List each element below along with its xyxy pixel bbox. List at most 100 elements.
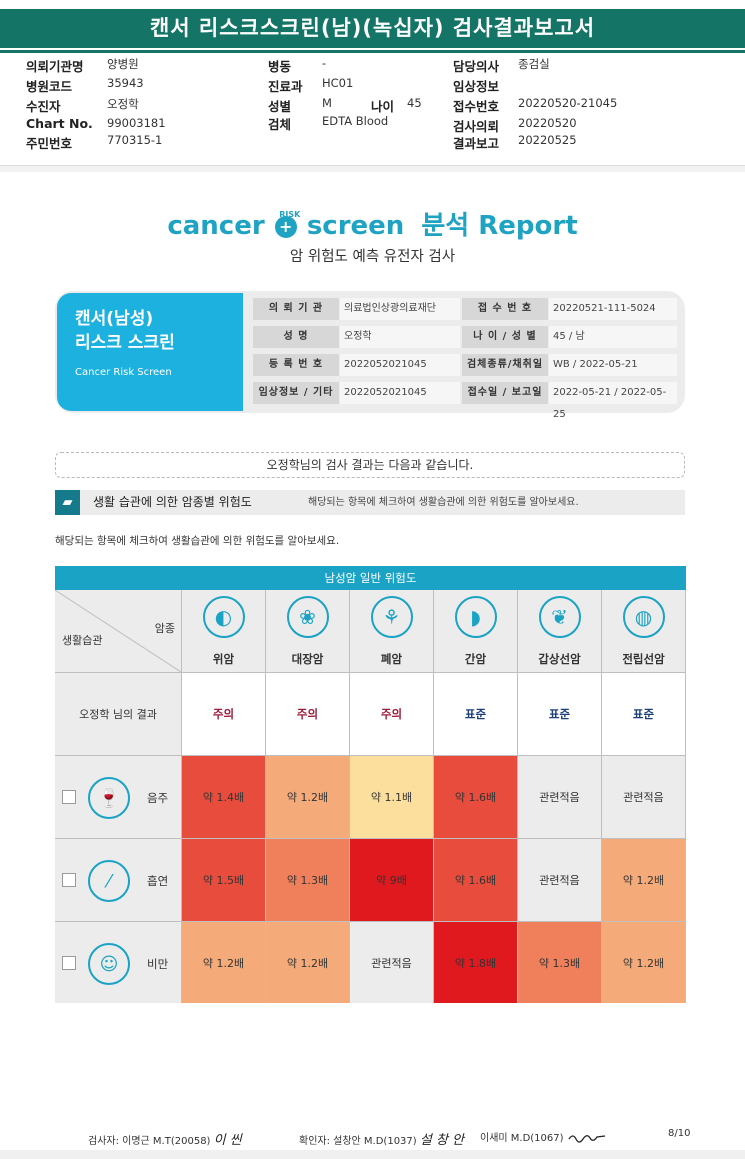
title-underline [0,50,745,53]
obesity-icon: ☺ [88,943,130,985]
cancer-name: 대장암 [291,651,324,666]
result-status: 표준 [632,707,655,721]
risk-value: 약 1.5배 [202,874,245,887]
cancer-header-prostate: ◍ 전립선암 [602,590,685,672]
card-value: 20220521-111-5024 [549,298,677,320]
risk-cell: 약 1.2배 [182,922,265,1003]
page-number: 8/10 [668,1128,691,1139]
doctor-label: 이새미 M.D(1067) [480,1133,564,1144]
risk-value: 약 1.2배 [622,956,665,970]
colon-icon: ❀ [286,595,329,638]
risk-cell: 약 9배 [350,839,433,921]
info-value: 종검실 [518,57,550,71]
result-cell: 주의 [350,673,433,755]
drinking-icon: 🍷 [88,777,130,819]
habit-row-drinking: 🍷 음주 [55,756,181,838]
info-value: 양병원 [107,57,139,71]
habit-row-obesity: ☺ 비만 [55,922,181,1003]
risk-value: 관련적음 [371,956,412,970]
cancer-name: 갑상선암 [538,651,581,666]
habit-checkbox[interactable] [62,873,76,887]
logo-cancer: cancer [167,211,265,241]
cancer-screen-logo: cancer + RISK screen 분석 Report [0,205,745,242]
risk-cell: 약 1.4배 [182,756,265,838]
info-label-text: Chart No. [26,116,93,131]
cancer-header-stomach: ◐ 위암 [182,590,265,672]
result-status: 표준 [548,707,571,721]
cancer-header-liver: ◗ 간암 [434,590,517,672]
card-title-panel: 캔서(남성) 리스크 스크린 Cancer Risk Screen [57,293,243,411]
card-value: 2022-05-21 / 2022-05-25 [549,382,677,420]
bottom-band [0,1150,745,1159]
risk-value: 약 9배 [376,874,407,887]
logo-report: 분석 Report [421,211,578,241]
risk-value: 약 1.3배 [538,956,581,970]
result-cell: 표준 [518,673,601,755]
doctor-signature-icon [568,1135,605,1143]
footer-tester: 검사자: 이명근 M.T(20058) 이 씬 [88,1129,242,1148]
checker-label: 확인자: 설창안 M.D(1037) [299,1136,417,1147]
section-bar [55,490,685,515]
corner-cancer-label: 암종 [154,622,175,635]
risk-cell: 약 1.3배 [266,839,349,921]
cancer-name: 위암 [212,651,235,666]
risk-cell: 관련적음 [602,756,685,838]
info-label-text: 병원코드 [26,79,73,94]
cancer-header-thyroid: ❦ 갑상선암 [518,590,601,672]
habit-checkbox[interactable] [62,790,76,804]
card-value: 2022052021045 [340,382,460,404]
habit-name: 음주 [147,791,169,805]
card-value: 의료법인상광의료재단 [340,298,460,320]
result-banner: 오정학님의 검사 결과는 다음과 같습니다. [55,452,685,478]
corner-habit-label: 생활습관 [62,634,103,647]
risk-value: 약 1.8배 [454,956,497,970]
age-value: 45 [407,96,422,110]
info-value: 20220525 [518,133,577,147]
instruction-note: 해당되는 항목에 체크하여 생활습관에 의한 위험도를 알아보세요. [55,535,340,547]
result-row-label: 오정학 님의 결과 [55,673,181,755]
info-label-text: 주민번호 [26,136,73,151]
info-value: HC01 [322,76,354,90]
risk-cell: 약 1.6배 [434,756,517,838]
table-title: 남성암 일반 위험도 [55,566,686,590]
info-label-text: 담당의사 [453,59,500,74]
risk-cell: 관련적음 [518,756,601,838]
risk-cell: 약 1.3배 [518,922,601,1003]
liver-icon: ◗ [454,595,497,638]
lung-icon: ⚘ [370,595,413,638]
result-status: 표준 [464,707,487,721]
risk-cell: 약 1.2배 [602,922,685,1003]
info-label-text: 접수번호 [453,99,500,114]
tester-label: 검사자: 이명근 M.T(20058) [88,1136,211,1147]
info-label-text: 의뢰기관명 [26,59,84,74]
card-key: 검체종류/채취일 [462,354,548,376]
card-key: 임상정보 / 기타 [253,382,339,404]
age-label: 나이 [371,99,395,114]
risk-value: 약 1.2배 [286,791,329,804]
card-key: 접수일 / 보고일 [462,382,548,404]
result-status: 주의 [212,707,235,721]
risk-cell: 약 1.5배 [182,839,265,921]
footer-doctor: 이새미 M.D(1067) [480,1129,607,1144]
info-label-text: 병동 [268,59,292,74]
divider-band [0,166,745,172]
info-label-text: 임상정보 [453,79,500,94]
smoking-icon: ⁄ [88,860,130,902]
risk-value: 약 1.6배 [454,791,497,804]
risk-value: 약 1.2배 [622,874,665,887]
card-value: 오정학 [340,326,460,348]
bed-icon: ▰ [55,490,80,515]
cancer-header-colon: ❀ 대장암 [266,590,349,672]
risk-cell: 관련적음 [518,839,601,921]
risk-cell: 약 1.2배 [266,922,349,1003]
card-value: 45 / 남 [549,326,677,348]
card-key: 접 수 번 호 [462,298,548,320]
habit-row-smoking: ⁄ 흡연 [55,839,181,921]
card-title-en: Cancer Risk Screen [75,367,172,378]
card-key: 나 이 / 성 별 [462,326,548,348]
card-title-2: 리스크 스크린 [75,333,175,353]
habit-checkbox[interactable] [62,956,76,970]
info-value: 770315-1 [107,133,163,147]
tester-signature: 이 씬 [213,1133,242,1148]
risk-cell: 약 1.1배 [350,756,433,838]
